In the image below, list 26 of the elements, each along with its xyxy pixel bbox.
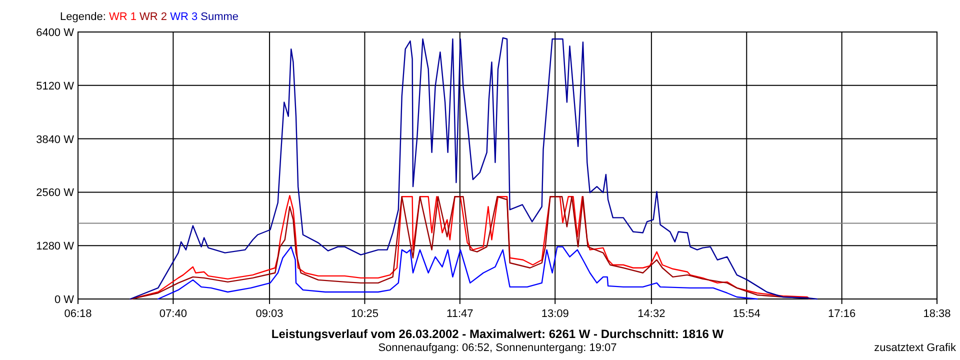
line-series	[157, 246, 758, 300]
text: Summe	[200, 11, 239, 23]
text: Sonnenaufgang: 06:52, Sonnenuntergang: 19:07	[378, 342, 617, 354]
x-tick-label: 11:47	[446, 308, 474, 320]
y-tick-label: 5120 W	[36, 80, 75, 92]
line-series	[130, 37, 818, 300]
text: WR 3	[170, 11, 201, 23]
y-tick-label: 1280 W	[36, 240, 75, 253]
x-tick-label: 13:09	[541, 308, 569, 320]
y-tick-label: 3840 W	[36, 134, 75, 146]
x-tick-label: 15:54	[732, 308, 760, 320]
x-tick-label: 17:16	[828, 308, 856, 320]
legend-title: Legende:	[60, 11, 109, 23]
text: WR 2	[140, 11, 170, 23]
text: WR 1	[108, 11, 140, 23]
x-tick-label: 10:25	[350, 308, 378, 320]
x-tick-label: 09:03	[256, 308, 284, 320]
x-tick-label: 18:38	[923, 308, 951, 320]
y-tick-label: 6400 W	[36, 27, 75, 39]
y-tick-label: 0 W	[54, 294, 75, 306]
text: zusatztext Grafik	[874, 342, 956, 354]
x-tick-label: 06:18	[64, 308, 92, 320]
x-tick-label: 14:32	[638, 308, 666, 320]
y-tick-label: 2560 W	[36, 187, 75, 200]
x-tick-label: 07:40	[159, 308, 187, 320]
text: Leistungsverlauf vom 26.03.2002 - Maximalwert: 6261 W - Durchschnitt: 1816 W	[271, 327, 724, 341]
